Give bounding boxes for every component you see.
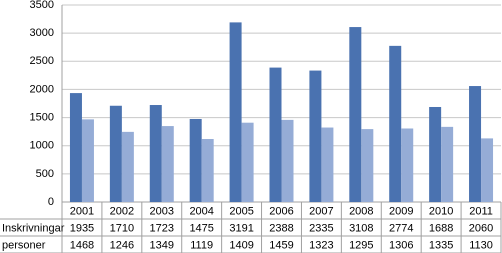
y-tick-label: 3500	[30, 0, 54, 11]
table-value: 2335	[309, 222, 333, 234]
bar	[109, 105, 122, 202]
x-tick-label: 2005	[229, 205, 253, 217]
table-value: 1130	[469, 239, 493, 251]
bar	[401, 128, 414, 202]
table-value: 1409	[229, 239, 253, 251]
table-value: 3191	[229, 222, 253, 234]
bar	[481, 138, 494, 202]
legend-label: Inskrivningar	[2, 222, 65, 234]
bar	[429, 106, 442, 202]
bar	[281, 119, 294, 202]
bar	[321, 127, 334, 202]
x-tick-label: 2003	[150, 205, 174, 217]
bar	[201, 139, 214, 202]
bar	[469, 86, 482, 202]
bar	[189, 118, 202, 202]
y-tick-label: 2000	[30, 83, 54, 95]
bar	[309, 70, 322, 202]
y-tick-label: 1500	[30, 111, 54, 123]
table-value: 1723	[150, 222, 174, 234]
y-tick-label: 0	[48, 196, 54, 208]
table-value: 1459	[269, 239, 293, 251]
x-tick-label: 2001	[70, 205, 94, 217]
bar	[441, 126, 454, 202]
table-value: 1323	[309, 239, 333, 251]
x-tick-label: 2002	[110, 205, 134, 217]
table-value: 1306	[389, 239, 413, 251]
y-tick-label: 500	[36, 168, 54, 180]
table-value: 1710	[110, 222, 134, 234]
table-value: 1468	[70, 239, 94, 251]
x-tick-label: 2004	[189, 205, 213, 217]
table-value: 2060	[469, 222, 493, 234]
x-tick-label: 2010	[429, 205, 453, 217]
x-tick-label: 2008	[349, 205, 373, 217]
table-value: 1335	[429, 239, 453, 251]
bar	[389, 45, 402, 202]
table-value: 1246	[110, 239, 134, 251]
bar	[269, 67, 282, 202]
y-tick-label: 3000	[30, 27, 54, 39]
bar	[161, 126, 174, 202]
x-tick-label: 2011	[469, 205, 493, 217]
x-tick-label: 2009	[389, 205, 413, 217]
bar	[121, 131, 134, 202]
table-value: 2388	[269, 222, 293, 234]
table-value: 1688	[429, 222, 453, 234]
bar	[361, 129, 374, 202]
bar	[69, 93, 82, 202]
y-tick-label: 2500	[30, 55, 54, 67]
x-tick-label: 2007	[309, 205, 333, 217]
y-tick-label: 1000	[30, 140, 54, 152]
table-value: 1349	[150, 239, 174, 251]
table-value: 2774	[389, 222, 413, 234]
legend-label: personer	[2, 239, 46, 251]
table-value: 3108	[349, 222, 373, 234]
bar	[241, 122, 254, 202]
table-value: 1295	[349, 239, 373, 251]
table-value: 1475	[189, 222, 213, 234]
bar	[229, 22, 242, 202]
table-value: 1935	[70, 222, 94, 234]
bar	[149, 105, 162, 202]
bar	[81, 119, 94, 202]
table-value: 1119	[190, 239, 213, 251]
x-tick-label: 2006	[269, 205, 293, 217]
bar	[349, 27, 362, 203]
